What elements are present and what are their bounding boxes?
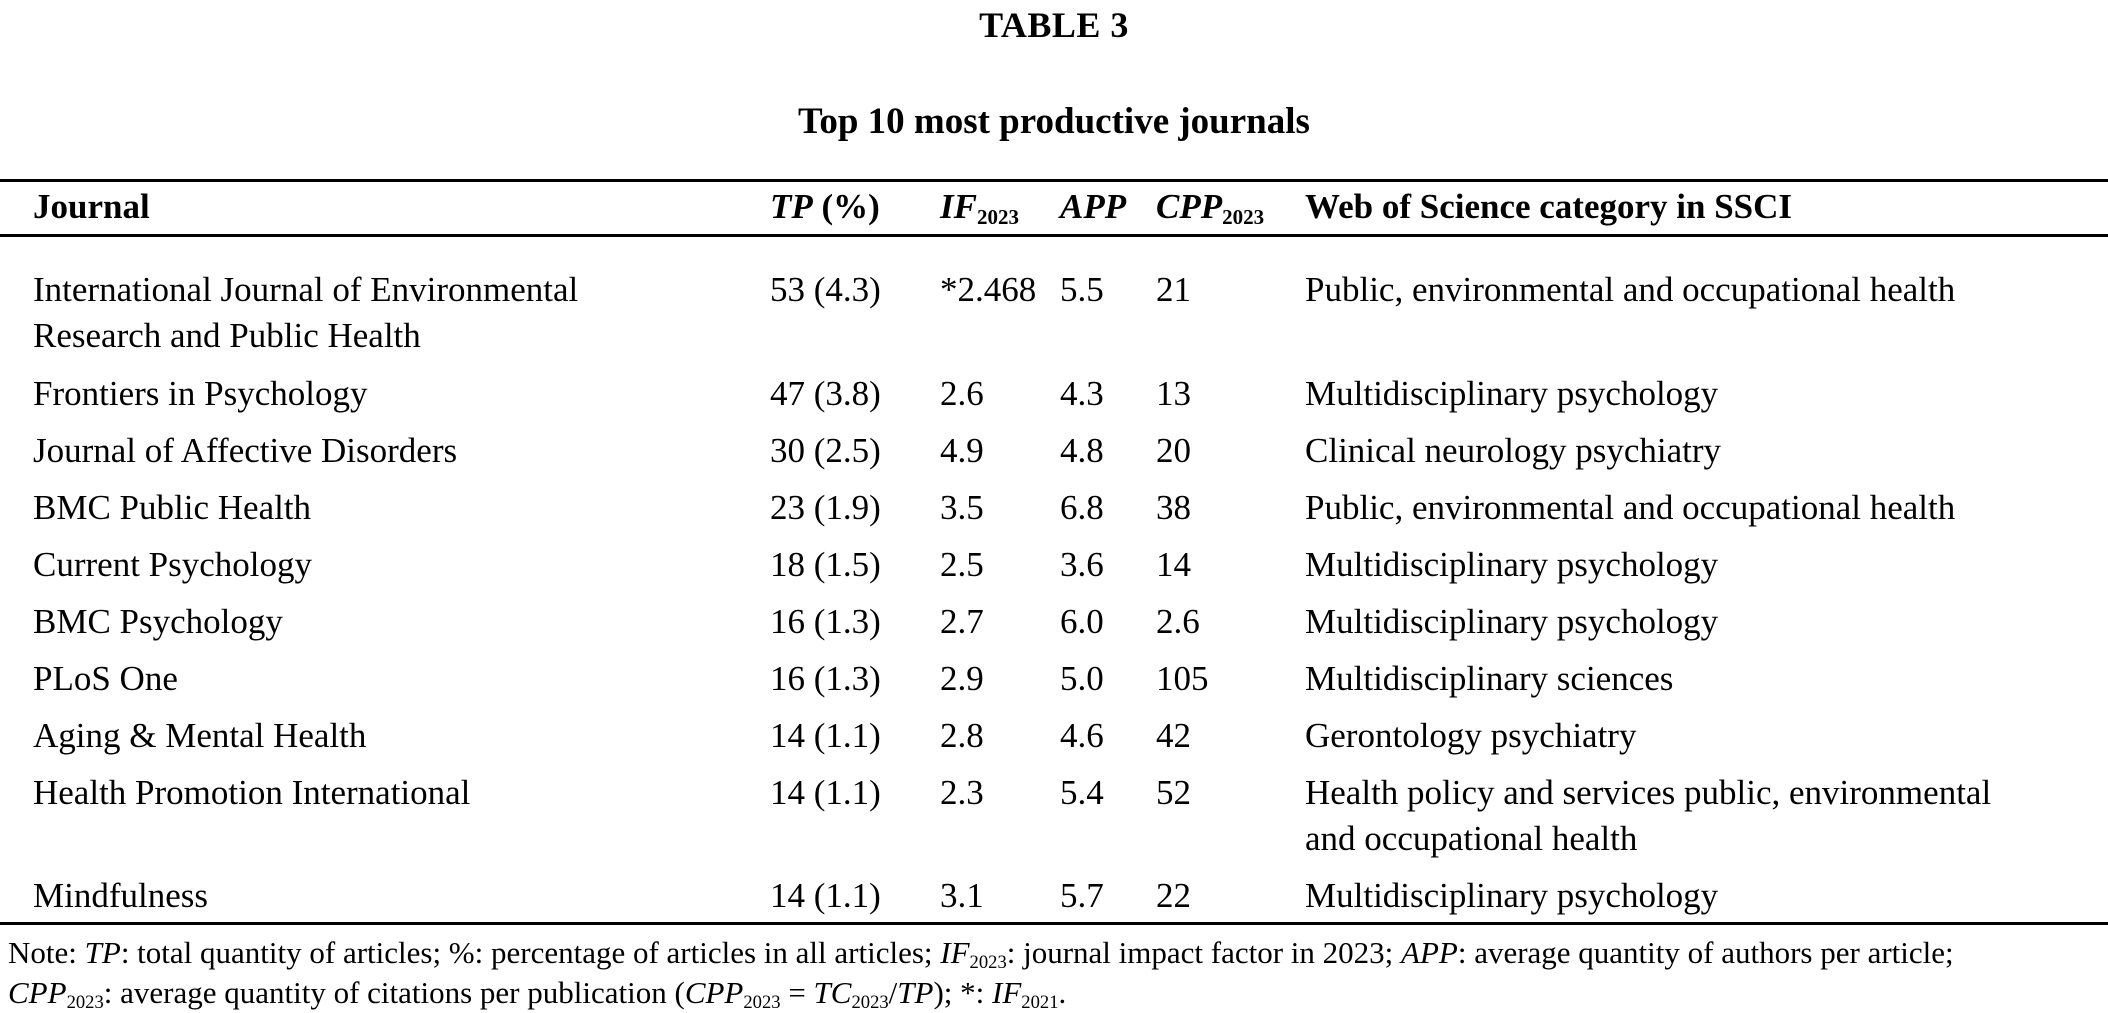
- header-tp: TP (%): [770, 181, 940, 236]
- app-cell: 4.6: [1060, 716, 1104, 755]
- cpp-cell: 13: [1156, 374, 1191, 413]
- cpp-cell: 42: [1156, 716, 1191, 755]
- app-cell: 4.3: [1060, 374, 1104, 413]
- header-if: IF2023: [940, 181, 1060, 236]
- tp-cell: 18 (1.5): [770, 545, 881, 584]
- category-cell: Gerontology psychiatry: [1305, 716, 1637, 755]
- tp-cell: 14 (1.1): [770, 773, 881, 812]
- cpp-cell: 20: [1156, 431, 1191, 470]
- if-cell: 2.5: [940, 545, 984, 584]
- table-label: TABLE 3: [979, 5, 1129, 45]
- table-row: BMC Psychology 16 (1.3) 2.7 6.0 2.6 Mult…: [0, 591, 2108, 648]
- table-note: Note: TP: total quantity of articles; %:…: [8, 935, 1954, 1013]
- journal-cell: Health Promotion International: [33, 773, 471, 812]
- header-journal-label: Journal: [33, 187, 150, 226]
- journals-table: Journal TP (%) IF2023 APP CPP2023 Web of…: [0, 179, 2108, 925]
- header-journal: Journal: [0, 181, 770, 236]
- tp-cell: 23 (1.9): [770, 488, 881, 527]
- cpp-cell: 52: [1156, 773, 1191, 812]
- category-cell: Multidisciplinary psychology: [1305, 602, 1719, 641]
- header-category-label: Web of Science category in SSCI: [1305, 187, 1793, 226]
- if-cell: 2.6: [940, 374, 984, 413]
- table-row: Health Promotion International 14 (1.1) …: [0, 762, 2108, 865]
- journal-cell: Journal of Affective Disorders: [33, 431, 458, 470]
- if-cell: 2.9: [940, 659, 984, 698]
- header-tp-label: TP: [770, 187, 813, 226]
- header-cpp: CPP2023: [1156, 181, 1305, 236]
- category-cell: Public, environmental and occupational h…: [1305, 270, 1956, 309]
- category-cell: Multidisciplinary psychology: [1305, 545, 1719, 584]
- cpp-cell: 2.6: [1156, 602, 1200, 641]
- tp-cell: 30 (2.5): [770, 431, 881, 470]
- table-title: Top 10 most productive journals: [798, 101, 1310, 142]
- journal-cell: BMC Public Health: [33, 488, 312, 527]
- tp-cell: 53 (4.3): [770, 270, 881, 309]
- app-cell: 5.0: [1060, 659, 1104, 698]
- if-cell: 2.3: [940, 773, 984, 812]
- journal-cell: Current Psychology: [33, 545, 313, 584]
- cpp-cell: 14: [1156, 545, 1191, 584]
- header-app: APP: [1060, 181, 1156, 236]
- header-tp-suffix: (%): [821, 187, 880, 226]
- if-cell: 2.7: [940, 602, 984, 641]
- tp-cell: 16 (1.3): [770, 659, 881, 698]
- header-if-label: IF: [940, 187, 977, 226]
- app-cell: 5.7: [1060, 876, 1104, 915]
- journal-cell: BMC Psychology: [33, 602, 283, 641]
- app-cell: 5.4: [1060, 773, 1104, 812]
- journal-cell: PLoS One: [33, 659, 178, 698]
- app-cell: 6.8: [1060, 488, 1104, 527]
- header-if-subscript: 2023: [976, 204, 1019, 229]
- app-cell: 6.0: [1060, 602, 1104, 641]
- journal-cell: International Journal of Environmental R…: [33, 270, 579, 355]
- table-row: Aging & Mental Health 14 (1.1) 2.8 4.6 4…: [0, 705, 2108, 762]
- table-body: International Journal of Environmental R…: [0, 236, 2108, 924]
- journal-cell: Aging & Mental Health: [33, 716, 367, 755]
- table-row: Current Psychology 18 (1.5) 2.5 3.6 14 M…: [0, 534, 2108, 591]
- cpp-cell: 22: [1156, 876, 1191, 915]
- category-cell: Multidisciplinary psychology: [1305, 374, 1719, 413]
- cpp-cell: 38: [1156, 488, 1191, 527]
- tp-cell: 14 (1.1): [770, 716, 881, 755]
- tp-cell: 14 (1.1): [770, 876, 881, 915]
- if-cell: 3.5: [940, 488, 984, 527]
- if-cell: 2.8: [940, 716, 984, 755]
- header-row: Journal TP (%) IF2023 APP CPP2023 Web of…: [0, 181, 2108, 236]
- category-cell: Multidisciplinary psychology: [1305, 876, 1719, 915]
- table-row: International Journal of Environmental R…: [0, 236, 2108, 364]
- header-cpp-label: CPP: [1156, 187, 1223, 226]
- category-cell: Health policy and services public, envir…: [1305, 773, 1992, 858]
- cpp-cell: 21: [1156, 270, 1191, 309]
- table-row: BMC Public Health 23 (1.9) 3.5 6.8 38 Pu…: [0, 477, 2108, 534]
- header-category: Web of Science category in SSCI: [1305, 181, 2108, 236]
- table-row: Journal of Affective Disorders 30 (2.5) …: [0, 420, 2108, 477]
- app-cell: 3.6: [1060, 545, 1104, 584]
- journal-cell: Frontiers in Psychology: [33, 374, 368, 413]
- tp-cell: 16 (1.3): [770, 602, 881, 641]
- app-cell: 4.8: [1060, 431, 1104, 470]
- cpp-cell: 105: [1156, 659, 1209, 698]
- table-row: Mindfulness 14 (1.1) 3.1 5.7 22 Multidis…: [0, 865, 2108, 924]
- category-cell: Multidisciplinary sciences: [1305, 659, 1674, 698]
- category-cell: Clinical neurology psychiatry: [1305, 431, 1722, 470]
- header-cpp-subscript: 2023: [1222, 204, 1265, 229]
- if-cell: 3.1: [940, 876, 984, 915]
- header-app-label: APP: [1060, 187, 1127, 226]
- category-cell: Public, environmental and occupational h…: [1305, 488, 1956, 527]
- if-cell: 4.9: [940, 431, 984, 470]
- if-cell: *2.468: [940, 270, 1037, 309]
- tp-cell: 47 (3.8): [770, 374, 881, 413]
- table-row: Frontiers in Psychology 47 (3.8) 2.6 4.3…: [0, 363, 2108, 420]
- app-cell: 5.5: [1060, 270, 1104, 309]
- journal-cell: Mindfulness: [33, 876, 208, 915]
- table-row: PLoS One 16 (1.3) 2.9 5.0 105 Multidisci…: [0, 648, 2108, 705]
